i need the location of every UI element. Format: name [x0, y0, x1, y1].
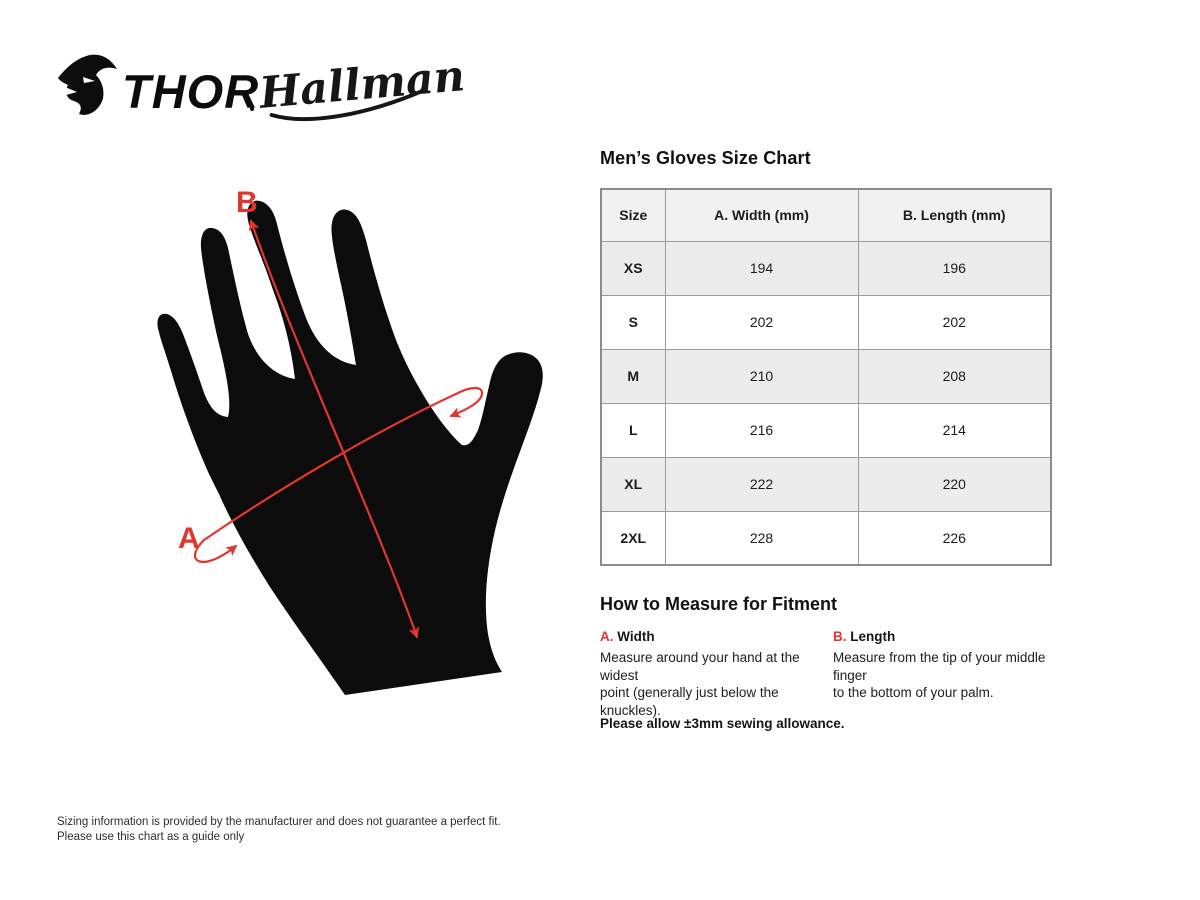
- disclaimer: Sizing information is provided by the ma…: [57, 815, 501, 845]
- table-row: XL 222 220: [600, 456, 1052, 512]
- width-value: 194: [664, 240, 859, 296]
- width-value: 202: [664, 294, 859, 350]
- how-to-measure-title: How to Measure for Fitment: [600, 594, 838, 614]
- sewing-allowance-note: Please allow ±3mm sewing allowance.: [600, 716, 845, 731]
- length-measure-arrow: [248, 219, 420, 639]
- width-measure-line: [202, 392, 458, 542]
- thor-logo: THOR: [56, 52, 261, 129]
- table-row: 2XL 228 226: [600, 510, 1052, 566]
- column-header-width: A. Width (mm): [664, 188, 859, 242]
- table-row: M 210 208: [600, 348, 1052, 404]
- length-value: 202: [857, 294, 1052, 350]
- disclaimer-line-1: Sizing information is provided by the ma…: [57, 816, 501, 828]
- length-value: 214: [857, 402, 1052, 458]
- size-value: S: [600, 294, 666, 350]
- hand-measurement-diagram: A B: [140, 186, 560, 713]
- width-measure-curl-start: [193, 538, 238, 564]
- thor-logo-graphic: THOR: [58, 54, 259, 118]
- table-row: XS 194 196: [600, 240, 1052, 296]
- measure-width-name: Width: [617, 629, 655, 644]
- width-measure-curl-end: [449, 386, 484, 418]
- width-value: 228: [664, 510, 859, 566]
- label-a: A: [178, 522, 200, 555]
- measure-instruction-width: A. Width Measure around your hand at the…: [600, 629, 832, 719]
- measure-length-label: B. Length: [833, 629, 1073, 644]
- table-header-row: Size A. Width (mm) B. Length (mm): [600, 188, 1052, 242]
- hallman-logo: Hallman: [256, 48, 467, 133]
- size-value: XS: [600, 240, 666, 296]
- length-value: 208: [857, 348, 1052, 404]
- hallman-wordmark: Hallman: [256, 51, 467, 119]
- length-value: 196: [857, 240, 1052, 296]
- size-chart-table: Size A. Width (mm) B. Length (mm) XS 194…: [600, 188, 1052, 566]
- thor-goat-icon: [58, 54, 117, 115]
- disclaimer-line-2: Please use this chart as a guide only: [57, 831, 245, 843]
- measure-width-description: Measure around your hand at the widest p…: [600, 650, 800, 718]
- measure-width-key: A.: [600, 629, 614, 644]
- measure-length-description: Measure from the tip of your middle fing…: [833, 650, 1046, 700]
- label-b: B: [236, 188, 258, 219]
- measure-length-name: Length: [850, 629, 896, 644]
- thor-wordmark: THOR: [122, 65, 259, 118]
- hand-diagram-graphic: A B: [157, 186, 543, 695]
- width-value: 222: [664, 456, 859, 512]
- width-value: 216: [664, 402, 859, 458]
- measure-instruction-length: B. Length Measure from the tip of your m…: [833, 629, 1073, 702]
- size-chart-title: Men’s Gloves Size Chart: [600, 148, 811, 168]
- length-value: 220: [857, 456, 1052, 512]
- length-value: 226: [857, 510, 1052, 566]
- width-value: 210: [664, 348, 859, 404]
- measure-width-label: A. Width: [600, 629, 832, 644]
- table-row: L 216 214: [600, 402, 1052, 458]
- column-header-length: B. Length (mm): [857, 188, 1052, 242]
- size-value: L: [600, 402, 666, 458]
- size-value: M: [600, 348, 666, 404]
- hallman-swash: [269, 87, 428, 122]
- table-row: S 202 202: [600, 294, 1052, 350]
- size-value: XL: [600, 456, 666, 512]
- measure-length-key: B.: [833, 629, 847, 644]
- size-value: 2XL: [600, 510, 666, 566]
- thor-trademark-dot: [250, 107, 254, 111]
- column-header-size: Size: [600, 188, 666, 242]
- hallman-logo-graphic: Hallman: [256, 51, 467, 122]
